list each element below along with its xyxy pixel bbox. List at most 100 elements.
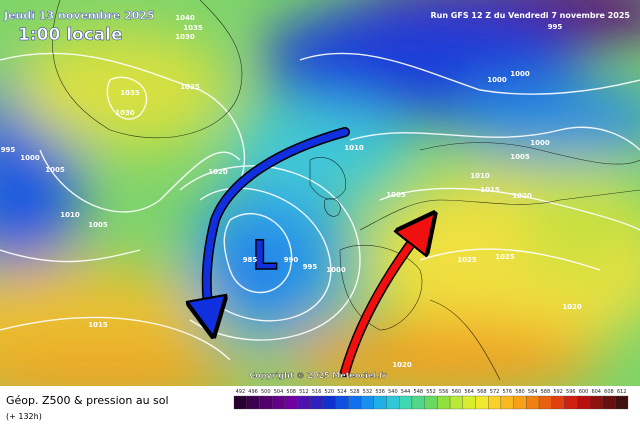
isobar-labels: 1040103510301035103010259951000100510101…	[1, 14, 582, 369]
colorbar-label: 604	[591, 389, 601, 395]
isobar-label: 1035	[120, 89, 140, 97]
flow-arrow-red	[341, 228, 423, 376]
colorbar-swatch	[424, 395, 438, 410]
isobar-label: 1035	[183, 24, 203, 32]
colorbar-label: 592	[553, 389, 563, 395]
colorbar-swatch	[271, 395, 285, 410]
colorbar-label: 556	[439, 389, 449, 395]
colorbar-swatch	[373, 395, 387, 410]
colorbar-label: 512	[299, 389, 309, 395]
isobar-label: 1000	[530, 139, 550, 147]
colorbar-swatch	[259, 395, 273, 410]
isobar-label: 1030	[175, 33, 195, 41]
colorbar-label: 548	[414, 389, 424, 395]
colorbar-label: 524	[337, 389, 347, 395]
colorbar-label: 540	[388, 389, 398, 395]
colorbar-swatch	[437, 395, 451, 410]
colorbar-label: 584	[528, 389, 538, 395]
isobar-label: 1005	[45, 166, 65, 174]
colorbar-label: 544	[401, 389, 411, 395]
colorbar-swatch	[399, 395, 413, 410]
isobar-label: 1005	[386, 191, 406, 199]
low-marker: L	[252, 233, 278, 279]
colorbar-label: 492	[236, 389, 246, 395]
model-run: Run GFS 12 Z du Vendredi 7 novembre 2025	[430, 11, 630, 20]
isobar-label: 1020	[392, 361, 412, 369]
colorbar-label: 588	[541, 389, 551, 395]
colorbar-swatch	[233, 395, 247, 410]
colorbar-swatch	[475, 395, 489, 410]
lead-time: (+ 132h)	[6, 412, 42, 421]
colorbar-swatch	[551, 395, 565, 410]
isobar-label: 1000	[326, 266, 346, 274]
isobar-label: 995	[303, 263, 318, 271]
colorbar-label: 600	[579, 389, 589, 395]
colorbar-label: 560	[452, 389, 462, 395]
isobar-label: 1010	[344, 144, 364, 152]
colorbar-label: 612	[617, 389, 627, 395]
isobar-label: 1020	[512, 192, 532, 200]
colorbar-swatch	[335, 395, 349, 410]
colorbar-label: 568	[477, 389, 487, 395]
colorbar-swatch	[577, 395, 591, 410]
colorbar-label: 576	[502, 389, 512, 395]
isobar-label: 990	[284, 256, 299, 264]
isobar-label: 995	[548, 23, 563, 31]
colorbar-label: 528	[350, 389, 360, 395]
colorbar-swatch	[526, 395, 540, 410]
colorbar-swatch	[322, 395, 336, 410]
colorbar-swatch	[297, 395, 311, 410]
colorbar-swatch	[513, 395, 527, 410]
colorbar-swatch	[449, 395, 463, 410]
isobar-label: 1005	[510, 153, 530, 161]
colorbar-swatch	[500, 395, 514, 410]
isobar-label: 1000	[487, 76, 507, 84]
isobar-label: 1040	[175, 14, 195, 22]
colorbar-swatch	[538, 395, 552, 410]
isobar-label: 1020	[562, 303, 582, 311]
isobar-label: 1010	[470, 172, 490, 180]
colorbar-label: 508	[286, 389, 296, 395]
colorbar-label: 496	[248, 389, 258, 395]
colorbar-label: 504	[274, 389, 284, 395]
colorbar-swatch	[488, 395, 502, 410]
isobar-label: 1000	[510, 70, 530, 78]
colorbar-swatch	[564, 395, 578, 410]
colorbar-label: 580	[515, 389, 525, 395]
map-field: L 10401035103010351030102599510001005101…	[0, 0, 640, 386]
copyright: Copyright © 2025 Meteociel.fr	[249, 371, 386, 380]
colorbar-swatch	[386, 395, 400, 410]
local-time: 1:00 locale	[18, 25, 123, 45]
colorbar-swatch	[615, 395, 629, 410]
colorbar-label: 596	[566, 389, 576, 395]
colorbar-label: 564	[464, 389, 474, 395]
colorbar-swatch	[246, 395, 260, 410]
colorbar-label: 516	[312, 389, 322, 395]
isobar-label: 1000	[20, 154, 40, 162]
field-title: Géop. Z500 & pression au sol	[6, 394, 169, 407]
forecast-date: Jeudi 13 novembre 2025	[3, 9, 155, 22]
colorbar-swatch	[310, 395, 324, 410]
isobar-label: 1010	[60, 211, 80, 219]
isobar-label: 1030	[115, 109, 135, 117]
colorbar-label: 500	[261, 389, 271, 395]
isobar-label: 1025	[457, 256, 477, 264]
colorbar-label: 608	[604, 389, 614, 395]
colorbar-label: 520	[325, 389, 335, 395]
isobar-label: 1025	[495, 253, 515, 261]
isobar-label: 1015	[480, 186, 500, 194]
isobar-label: 1005	[88, 221, 108, 229]
colorbar-swatch	[462, 395, 476, 410]
coastlines	[52, 0, 640, 381]
isobar-label: 1015	[88, 321, 108, 329]
isobar-label: 985	[243, 256, 258, 264]
colorbar-swatch	[589, 395, 603, 410]
colorbar-label: 552	[426, 389, 436, 395]
colorbar-swatch	[360, 395, 374, 410]
colorbar-swatch	[284, 395, 298, 410]
flow-arrow-blue	[207, 128, 349, 318]
colorbar-label: 536	[375, 389, 385, 395]
isobar-label: 1020	[208, 168, 228, 176]
